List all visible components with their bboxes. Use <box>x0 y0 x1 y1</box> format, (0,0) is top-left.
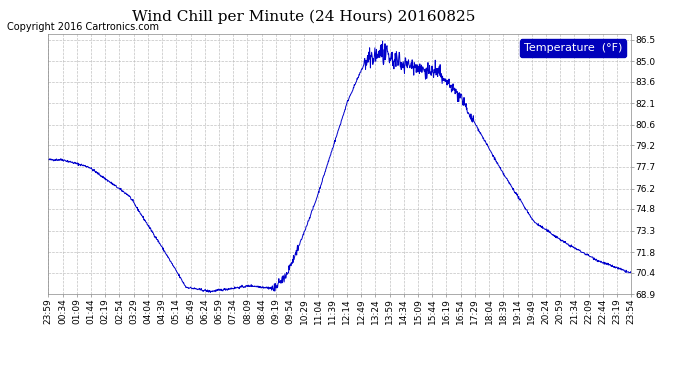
Text: Copyright 2016 Cartronics.com: Copyright 2016 Cartronics.com <box>7 22 159 33</box>
Legend: Temperature  (°F): Temperature (°F) <box>520 39 626 57</box>
Text: Wind Chill per Minute (24 Hours) 20160825: Wind Chill per Minute (24 Hours) 2016082… <box>132 9 475 24</box>
